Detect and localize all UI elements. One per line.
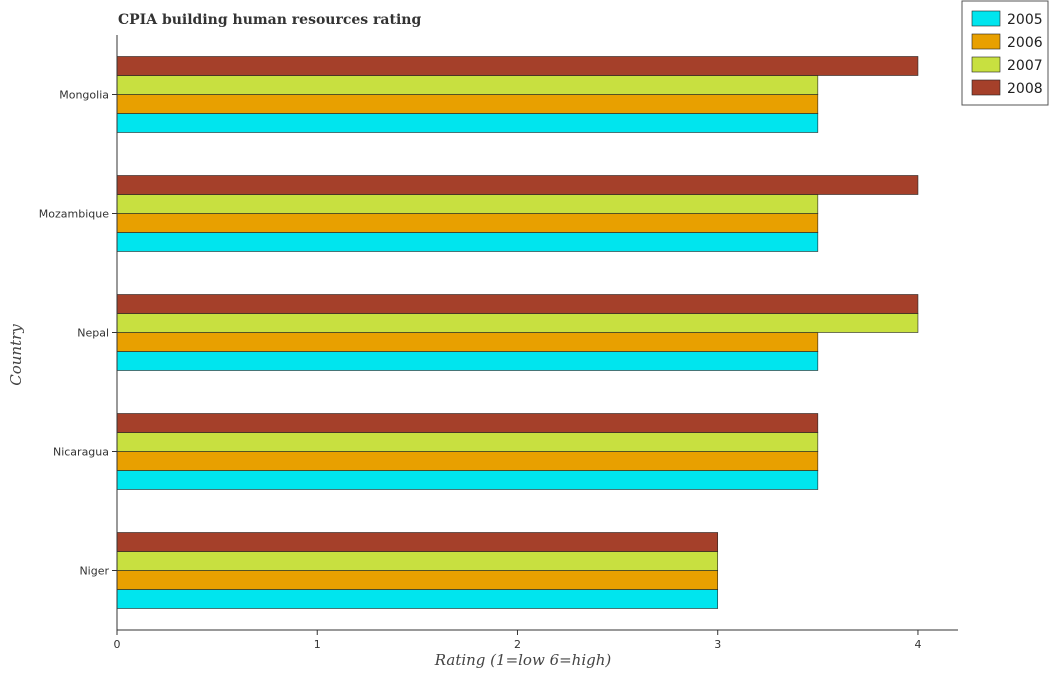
bar-mongolia-2007 bbox=[116, 75, 819, 95]
x-tick-label: 4 bbox=[914, 638, 921, 651]
bar-mongolia-2008 bbox=[116, 56, 919, 76]
bar-nepal-2008 bbox=[116, 294, 919, 314]
legend-label-2005: 2005 bbox=[1007, 12, 1043, 28]
x-tick-label: 2 bbox=[514, 638, 521, 651]
bar-mozambique-2007 bbox=[116, 194, 819, 214]
y-tick-label: Niger bbox=[79, 565, 109, 578]
legend-swatch-2007 bbox=[971, 56, 1001, 73]
y-tick-label: Nepal bbox=[77, 327, 109, 340]
bar-nepal-2007 bbox=[116, 313, 919, 333]
y-tick-label: Mozambique bbox=[39, 208, 109, 221]
bar-mongolia-2006 bbox=[116, 94, 819, 114]
legend-swatch-2006 bbox=[971, 33, 1001, 50]
bar-nepal-2005 bbox=[116, 351, 819, 371]
y-axis-label: Country bbox=[7, 324, 25, 386]
bar-mozambique-2005 bbox=[116, 232, 819, 252]
y-tick-label: Mongolia bbox=[59, 89, 109, 102]
chart-title: CPIA building human resources rating bbox=[118, 12, 421, 28]
bar-mongolia-2005 bbox=[116, 113, 819, 133]
legend-label-2006: 2006 bbox=[1007, 35, 1043, 51]
bar-niger-2005 bbox=[116, 589, 719, 609]
x-tick-label: 3 bbox=[714, 638, 721, 651]
y-tick-label: Nicaragua bbox=[53, 446, 109, 459]
bar-niger-2007 bbox=[116, 551, 719, 571]
x-tick-label: 1 bbox=[314, 638, 321, 651]
plot-area bbox=[116, 56, 919, 609]
bar-mozambique-2008 bbox=[116, 175, 919, 195]
bar-nicaragua-2008 bbox=[116, 413, 819, 433]
bar-nepal-2006 bbox=[116, 332, 819, 352]
legend-swatch-2008 bbox=[971, 79, 1001, 96]
bar-niger-2008 bbox=[116, 532, 719, 552]
legend: 2005 2006 2007 2008 bbox=[961, 0, 1049, 106]
bar-nicaragua-2007 bbox=[116, 432, 819, 452]
bar-niger-2006 bbox=[116, 570, 719, 590]
legend-label-2007: 2007 bbox=[1007, 58, 1043, 74]
legend-swatch-2005 bbox=[971, 10, 1001, 27]
bar-mozambique-2006 bbox=[116, 213, 819, 233]
legend-label-2008: 2008 bbox=[1007, 81, 1043, 97]
x-tick-label: 0 bbox=[114, 638, 121, 651]
bar-nicaragua-2005 bbox=[116, 470, 819, 490]
bar-nicaragua-2006 bbox=[116, 451, 819, 471]
axes: Mongolia Mozambique Nepal Nicaragua Niger 0 1 2… bbox=[39, 35, 958, 651]
x-axis-label: Rating (1=low 6=high) bbox=[434, 651, 612, 669]
